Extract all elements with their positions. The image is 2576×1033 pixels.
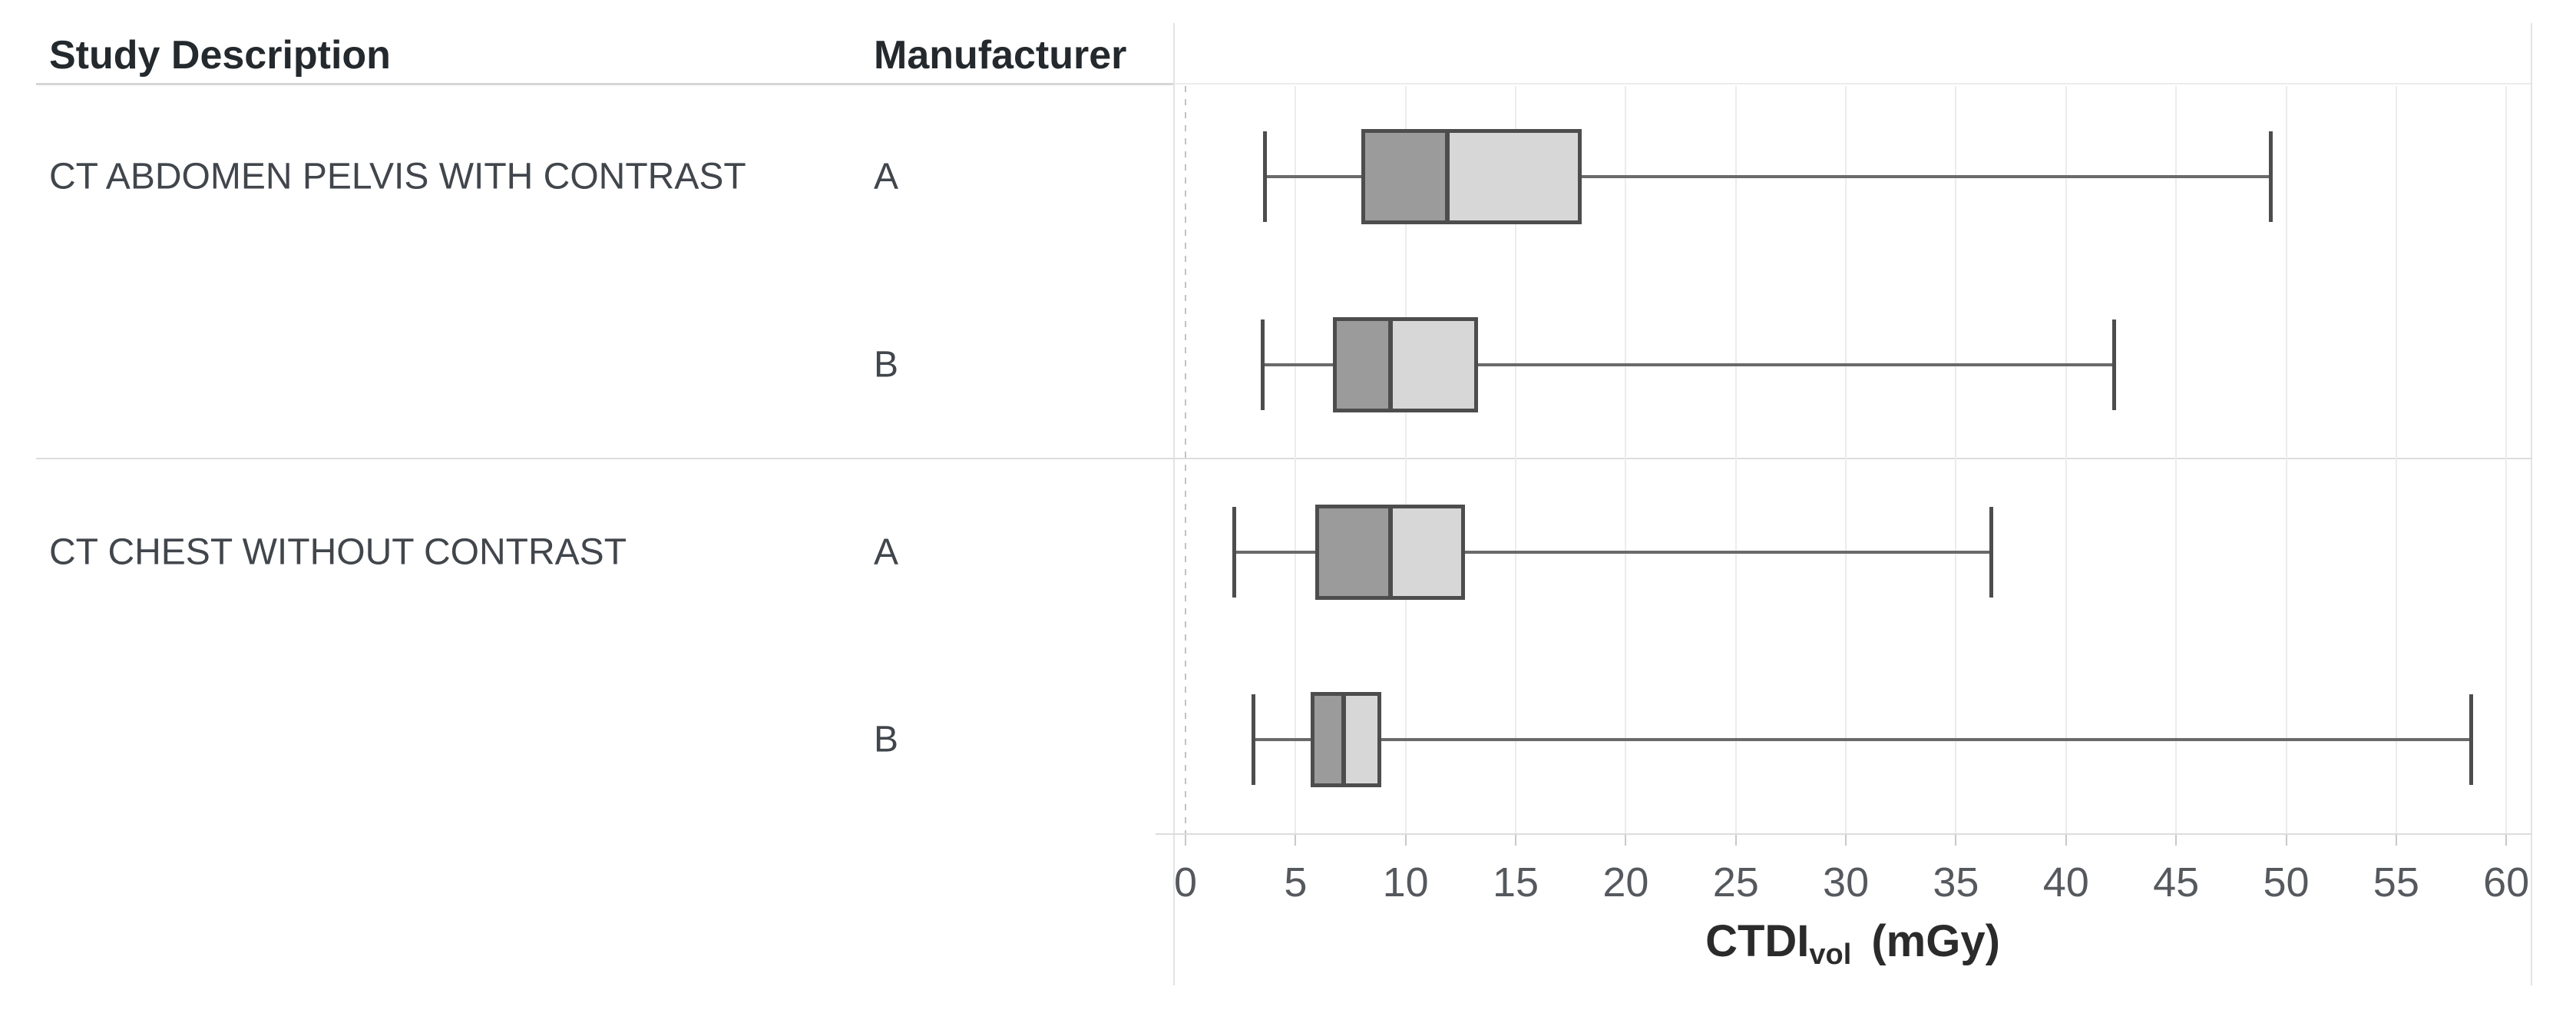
whisker-cap-min	[1232, 507, 1236, 598]
box-lower-quartile[interactable]	[1314, 696, 1344, 783]
median-line[interactable]	[1387, 505, 1393, 600]
x-axis-tick	[2285, 835, 2287, 846]
axis-title-subscript: vol	[1809, 939, 1852, 971]
zero-gridline	[1185, 86, 1186, 833]
x-axis-tick-label: 55	[2373, 859, 2419, 906]
gridline	[2285, 86, 2287, 833]
manufacturer-header: Manufacturer	[874, 33, 1127, 78]
x-axis-tick	[1734, 835, 1737, 846]
gridline	[1625, 86, 1627, 833]
box-iqr[interactable]	[1361, 129, 1582, 225]
gridline	[2395, 86, 2397, 833]
study-description-header: Study Description	[49, 33, 391, 78]
header-rule-right	[1173, 83, 2532, 84]
x-axis-tick-label: 0	[1173, 859, 1198, 906]
whisker-line	[1234, 551, 1992, 554]
study-description-label: CT ABDOMEN PELVIS WITH CONTRAST	[49, 156, 746, 197]
gridline	[1734, 86, 1737, 833]
x-axis-tick-label: 15	[1493, 859, 1539, 906]
whisker-cap-min	[1252, 694, 1256, 785]
box-lower-quartile[interactable]	[1337, 320, 1391, 409]
gridline	[1404, 86, 1407, 833]
x-axis-tick-label: 20	[1602, 859, 1649, 906]
x-axis-tick	[1625, 835, 1627, 846]
x-axis-tick	[2065, 835, 2067, 846]
group-divider	[36, 458, 2532, 459]
x-axis-tick	[2395, 835, 2397, 846]
whisker-cap-max	[2469, 694, 2473, 785]
header-rule-left	[36, 83, 1173, 85]
gridline	[1955, 86, 1957, 833]
manufacturer-label: B	[874, 344, 899, 386]
plot-left-edge	[1173, 23, 1175, 985]
median-line[interactable]	[1341, 692, 1347, 787]
median-line[interactable]	[1445, 129, 1450, 225]
x-axis-tick-label: 25	[1712, 859, 1759, 906]
whisker-cap-min	[1260, 319, 1265, 410]
x-axis-tick	[2175, 835, 2178, 846]
manufacturer-label: B	[874, 719, 899, 760]
x-axis-tick-label: 30	[1823, 859, 1870, 906]
gridline	[2175, 86, 2178, 833]
x-axis-tick-label: 5	[1284, 859, 1308, 906]
x-axis-tick-label: 35	[1933, 859, 1979, 906]
box-lower-quartile[interactable]	[1365, 133, 1448, 221]
whisker-line	[1265, 175, 2271, 179]
gridline	[1845, 86, 1847, 833]
x-axis-title: CTDIvol (mGy)	[1173, 915, 2532, 971]
gridline	[2065, 86, 2067, 833]
whisker-cap-max	[2268, 131, 2273, 223]
x-axis-tick-label: 10	[1382, 859, 1429, 906]
x-axis-tick-label: 45	[2153, 859, 2200, 906]
x-axis-tick	[1185, 835, 1186, 846]
whisker-cap-max	[2112, 319, 2117, 410]
manufacturer-label: A	[874, 156, 899, 197]
whisker-cap-max	[1989, 507, 1993, 598]
whisker-line	[1262, 363, 2115, 366]
plot-right-edge	[2531, 23, 2532, 985]
whisker-cap-min	[1262, 131, 1267, 223]
x-axis-tick-label: 60	[2483, 859, 2530, 906]
median-line[interactable]	[1387, 316, 1393, 412]
x-axis-tick	[1404, 835, 1407, 846]
x-axis-tick-label: 40	[2042, 859, 2089, 906]
gridline	[2505, 86, 2508, 833]
x-axis-tick	[2505, 835, 2508, 846]
x-axis-tick-label: 50	[2263, 859, 2310, 906]
x-axis-tick	[1515, 835, 1517, 846]
axis-title-unit: (mGy)	[1871, 916, 2000, 966]
x-axis-tick	[1295, 835, 1297, 846]
manufacturer-label: A	[874, 531, 899, 573]
axis-title-main: CTDI	[1705, 916, 1810, 966]
box-iqr[interactable]	[1333, 316, 1479, 412]
whisker-line	[1253, 738, 2472, 741]
study-description-label: CT CHEST WITHOUT CONTRAST	[49, 531, 627, 573]
x-axis-tick	[1955, 835, 1957, 846]
gridline	[1515, 86, 1517, 833]
x-axis-tick	[1845, 835, 1847, 846]
box-lower-quartile[interactable]	[1319, 508, 1391, 596]
gridline	[1295, 86, 1297, 833]
x-axis-line	[1156, 833, 2532, 835]
